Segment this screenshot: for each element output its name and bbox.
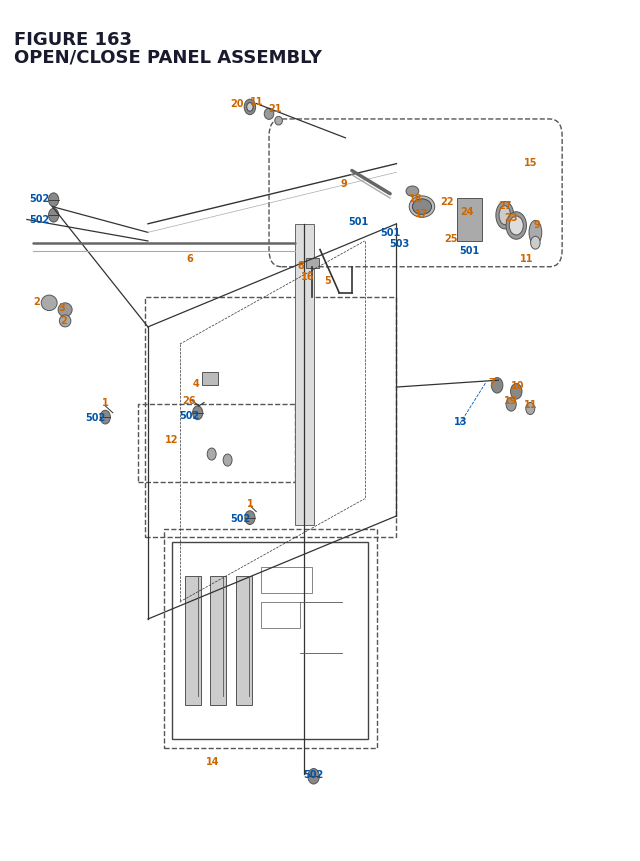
- Text: FIGURE 163: FIGURE 163: [14, 31, 132, 49]
- Ellipse shape: [529, 221, 541, 245]
- Circle shape: [245, 511, 255, 525]
- Text: 19: 19: [504, 395, 518, 406]
- Ellipse shape: [506, 213, 527, 240]
- Text: 502: 502: [230, 513, 250, 523]
- Text: 20: 20: [230, 99, 244, 109]
- Ellipse shape: [60, 315, 71, 327]
- Circle shape: [100, 411, 110, 424]
- Text: 10: 10: [511, 381, 524, 391]
- Text: 9: 9: [341, 178, 348, 189]
- Text: 16: 16: [301, 272, 314, 282]
- Text: 9: 9: [533, 220, 540, 230]
- Text: 3: 3: [58, 303, 65, 313]
- Bar: [185, 576, 201, 705]
- Text: 502: 502: [29, 194, 50, 204]
- Text: 24: 24: [460, 207, 474, 217]
- Bar: [261, 567, 312, 593]
- Text: 4: 4: [193, 378, 199, 388]
- Text: 1: 1: [102, 397, 109, 407]
- Bar: [457, 199, 483, 242]
- Bar: [145, 297, 396, 538]
- Ellipse shape: [58, 303, 72, 317]
- Text: 11: 11: [520, 254, 534, 263]
- Ellipse shape: [41, 296, 57, 311]
- Ellipse shape: [244, 100, 255, 115]
- Bar: [172, 542, 368, 740]
- Circle shape: [492, 378, 503, 393]
- Text: 14: 14: [206, 756, 220, 766]
- Text: 21: 21: [269, 103, 282, 114]
- Circle shape: [506, 398, 516, 412]
- Text: 15: 15: [524, 158, 537, 168]
- Bar: [211, 576, 227, 705]
- Circle shape: [223, 455, 232, 467]
- Text: 26: 26: [182, 395, 196, 406]
- Ellipse shape: [412, 200, 431, 215]
- Text: 2: 2: [33, 297, 40, 307]
- Circle shape: [193, 406, 203, 420]
- Circle shape: [526, 403, 535, 415]
- Text: 503: 503: [390, 238, 410, 249]
- Text: 27: 27: [498, 201, 511, 211]
- Ellipse shape: [246, 103, 253, 112]
- Text: OPEN/CLOSE PANEL ASSEMBLY: OPEN/CLOSE PANEL ASSEMBLY: [14, 48, 322, 66]
- Text: 502: 502: [179, 410, 200, 420]
- Text: 11: 11: [524, 400, 537, 410]
- Text: 23: 23: [504, 213, 518, 223]
- Text: 13: 13: [453, 417, 467, 427]
- Ellipse shape: [531, 237, 540, 250]
- Text: 1: 1: [246, 499, 253, 509]
- Text: 502: 502: [86, 412, 106, 423]
- Ellipse shape: [496, 202, 514, 230]
- Text: 501: 501: [380, 228, 400, 238]
- Circle shape: [49, 209, 59, 223]
- Text: 11: 11: [250, 96, 263, 107]
- Ellipse shape: [409, 196, 435, 218]
- Ellipse shape: [264, 109, 274, 121]
- Text: 502: 502: [29, 215, 50, 226]
- Ellipse shape: [499, 207, 511, 226]
- Text: 7: 7: [489, 377, 495, 387]
- Bar: [236, 576, 252, 705]
- Circle shape: [308, 769, 319, 784]
- Text: 501: 501: [348, 217, 369, 227]
- Circle shape: [207, 449, 216, 461]
- Text: 501: 501: [460, 245, 480, 255]
- Ellipse shape: [275, 117, 282, 126]
- Text: 17: 17: [415, 209, 429, 220]
- Text: 2: 2: [60, 316, 67, 325]
- Text: 502: 502: [303, 769, 324, 779]
- Ellipse shape: [406, 187, 419, 197]
- Text: 25: 25: [444, 234, 458, 245]
- Text: 5: 5: [324, 276, 331, 285]
- Text: 12: 12: [165, 434, 179, 444]
- Text: 8: 8: [298, 261, 305, 270]
- Bar: [164, 530, 378, 748]
- Ellipse shape: [509, 217, 524, 236]
- Bar: [306, 259, 319, 269]
- Circle shape: [511, 384, 522, 400]
- Text: 18: 18: [409, 194, 422, 204]
- Text: 22: 22: [441, 197, 454, 208]
- Bar: [138, 405, 294, 482]
- Bar: [261, 602, 300, 628]
- Bar: [202, 373, 218, 386]
- Text: 6: 6: [186, 254, 193, 263]
- Bar: [294, 225, 314, 525]
- Circle shape: [49, 194, 59, 208]
